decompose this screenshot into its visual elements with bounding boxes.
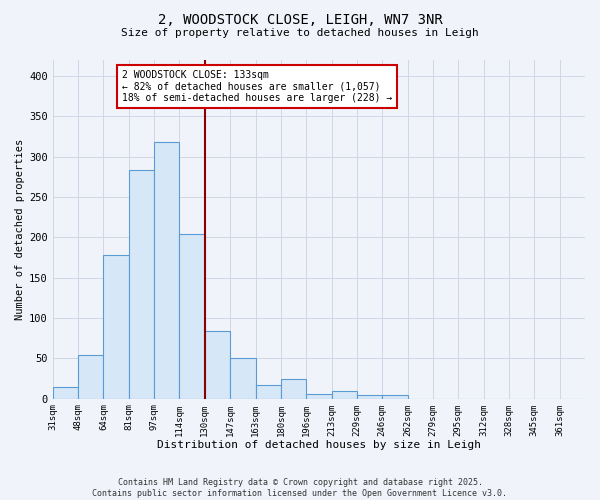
Bar [281, 378, 306, 398]
Bar [53, 388, 78, 398]
X-axis label: Distribution of detached houses by size in Leigh: Distribution of detached houses by size … [157, 440, 481, 450]
Text: 2, WOODSTOCK CLOSE, LEIGH, WN7 3NR: 2, WOODSTOCK CLOSE, LEIGH, WN7 3NR [158, 12, 442, 26]
Bar [78, 355, 103, 399]
Y-axis label: Number of detached properties: Number of detached properties [15, 138, 25, 320]
Bar [382, 396, 407, 398]
Text: Contains HM Land Registry data © Crown copyright and database right 2025.
Contai: Contains HM Land Registry data © Crown c… [92, 478, 508, 498]
Text: Size of property relative to detached houses in Leigh: Size of property relative to detached ho… [121, 28, 479, 38]
Bar [179, 234, 205, 398]
Bar [103, 255, 129, 398]
Text: 2 WOODSTOCK CLOSE: 133sqm
← 82% of detached houses are smaller (1,057)
18% of se: 2 WOODSTOCK CLOSE: 133sqm ← 82% of detac… [122, 70, 392, 103]
Bar [129, 170, 154, 398]
Bar [306, 394, 332, 398]
Bar [205, 331, 230, 398]
Bar [332, 392, 357, 398]
Bar [154, 142, 179, 398]
Bar [256, 385, 281, 398]
Bar [357, 396, 382, 398]
Bar [230, 358, 256, 399]
